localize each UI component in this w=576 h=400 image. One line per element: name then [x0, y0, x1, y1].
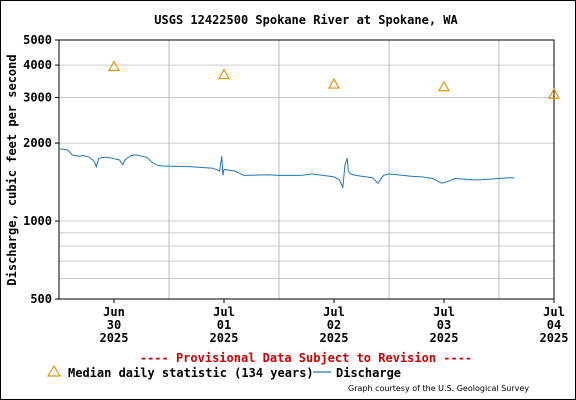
legend-median-label: Median daily statistic (134 years)	[68, 366, 314, 380]
x-tick-label: 2025	[320, 331, 349, 345]
y-tick-label: 4000	[23, 58, 52, 72]
x-tick-label: Jul	[323, 305, 345, 319]
x-tick-label: Jun	[103, 305, 125, 319]
provisional-note: ---- Provisional Data Subject to Revisio…	[140, 351, 472, 365]
x-axis-ticks: Jun302025Jul012025Jul022025Jul032025Jul0…	[100, 299, 569, 345]
y-axis-label: Discharge, cubic feet per second	[5, 54, 19, 285]
x-tick-label: Jul	[213, 305, 235, 319]
median-point-triangle	[547, 87, 561, 99]
median-point-triangle	[217, 68, 231, 80]
x-tick-label: Jul	[433, 305, 455, 319]
y-axis-ticks: 500 1000 2000 3000 4000 5000	[23, 33, 59, 306]
x-tick-label: Jul	[543, 305, 565, 319]
x-tick-label: 04	[547, 318, 561, 332]
median-point-triangle	[327, 77, 341, 89]
series-layer	[58, 60, 561, 190]
x-tick-label: 30	[107, 318, 121, 332]
y-tick-label: 3000	[23, 90, 52, 104]
discharge-series-line	[58, 148, 515, 190]
legend-median-triangle-icon	[46, 364, 62, 377]
legend-discharge-label: Discharge	[336, 366, 401, 380]
y-tick-label: 2000	[23, 136, 52, 150]
gridlines	[59, 40, 554, 299]
x-tick-label: 2025	[100, 331, 129, 345]
median-point-triangle	[437, 80, 451, 92]
x-tick-label: 2025	[540, 331, 569, 345]
y-tick-label: 500	[30, 292, 52, 306]
x-tick-label: 02	[327, 318, 341, 332]
chart-title: USGS 12422500 Spokane River at Spokane, …	[154, 13, 458, 27]
y-tick-label: 1000	[23, 214, 52, 228]
x-tick-label: 2025	[210, 331, 239, 345]
credit-note: Graph courtesy of the U.S. Geological Su…	[348, 384, 530, 393]
median-point-triangle	[107, 60, 121, 72]
plot-area	[58, 39, 555, 300]
y-tick-label: 5000	[23, 33, 52, 47]
x-tick-label: 2025	[430, 331, 459, 345]
legend: Median daily statistic (134 years) Disch…	[46, 364, 401, 380]
x-tick-label: 01	[217, 318, 231, 332]
x-tick-label: 03	[437, 318, 451, 332]
